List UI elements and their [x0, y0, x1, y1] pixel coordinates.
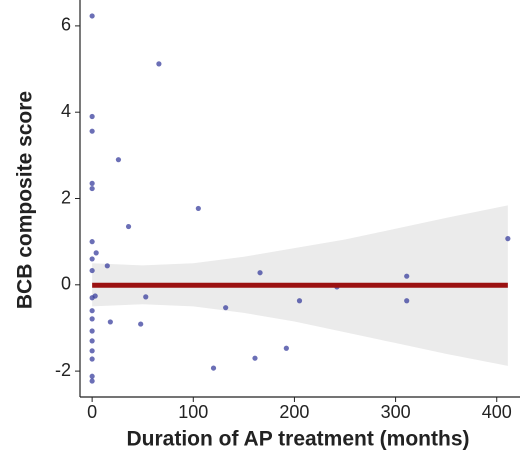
point — [89, 239, 95, 245]
point — [404, 273, 410, 279]
y-tick-label: 2 — [61, 187, 71, 207]
point — [89, 180, 95, 186]
point — [143, 294, 149, 300]
point — [89, 308, 95, 314]
point — [93, 250, 99, 256]
point — [156, 61, 162, 67]
y-axis-title: BCB composite score — [14, 91, 37, 309]
point — [195, 205, 201, 212]
point — [89, 13, 95, 19]
point — [89, 316, 95, 322]
x-tick-label: 400 — [482, 402, 512, 422]
point — [89, 338, 95, 344]
x-tick-label: 100 — [178, 402, 208, 422]
point — [107, 319, 113, 325]
point — [125, 223, 132, 230]
point — [115, 157, 122, 163]
point — [223, 305, 229, 311]
x-tick-label: 300 — [381, 402, 411, 422]
point — [404, 298, 410, 304]
point — [89, 256, 95, 262]
point — [252, 355, 258, 361]
point — [89, 113, 95, 120]
point — [89, 185, 95, 192]
point — [296, 298, 303, 304]
y-tick-label: -2 — [55, 360, 71, 380]
point — [210, 365, 217, 371]
x-tick-label: 200 — [279, 402, 309, 422]
point — [89, 295, 95, 301]
point — [104, 263, 110, 269]
x-tick-label: 0 — [87, 402, 97, 422]
y-tick-label: 0 — [61, 274, 71, 294]
point — [89, 128, 95, 134]
point — [505, 236, 511, 242]
point — [283, 345, 289, 351]
point — [89, 348, 95, 354]
point — [138, 321, 144, 327]
point — [89, 378, 95, 384]
point — [89, 267, 95, 274]
point — [89, 356, 95, 362]
point — [89, 328, 95, 334]
x-axis-title: Duration of AP treatment (months) — [126, 428, 469, 451]
y-tick-label: 4 — [61, 101, 71, 121]
y-tick-label: 6 — [61, 15, 71, 35]
point — [257, 270, 263, 276]
point — [89, 373, 95, 379]
